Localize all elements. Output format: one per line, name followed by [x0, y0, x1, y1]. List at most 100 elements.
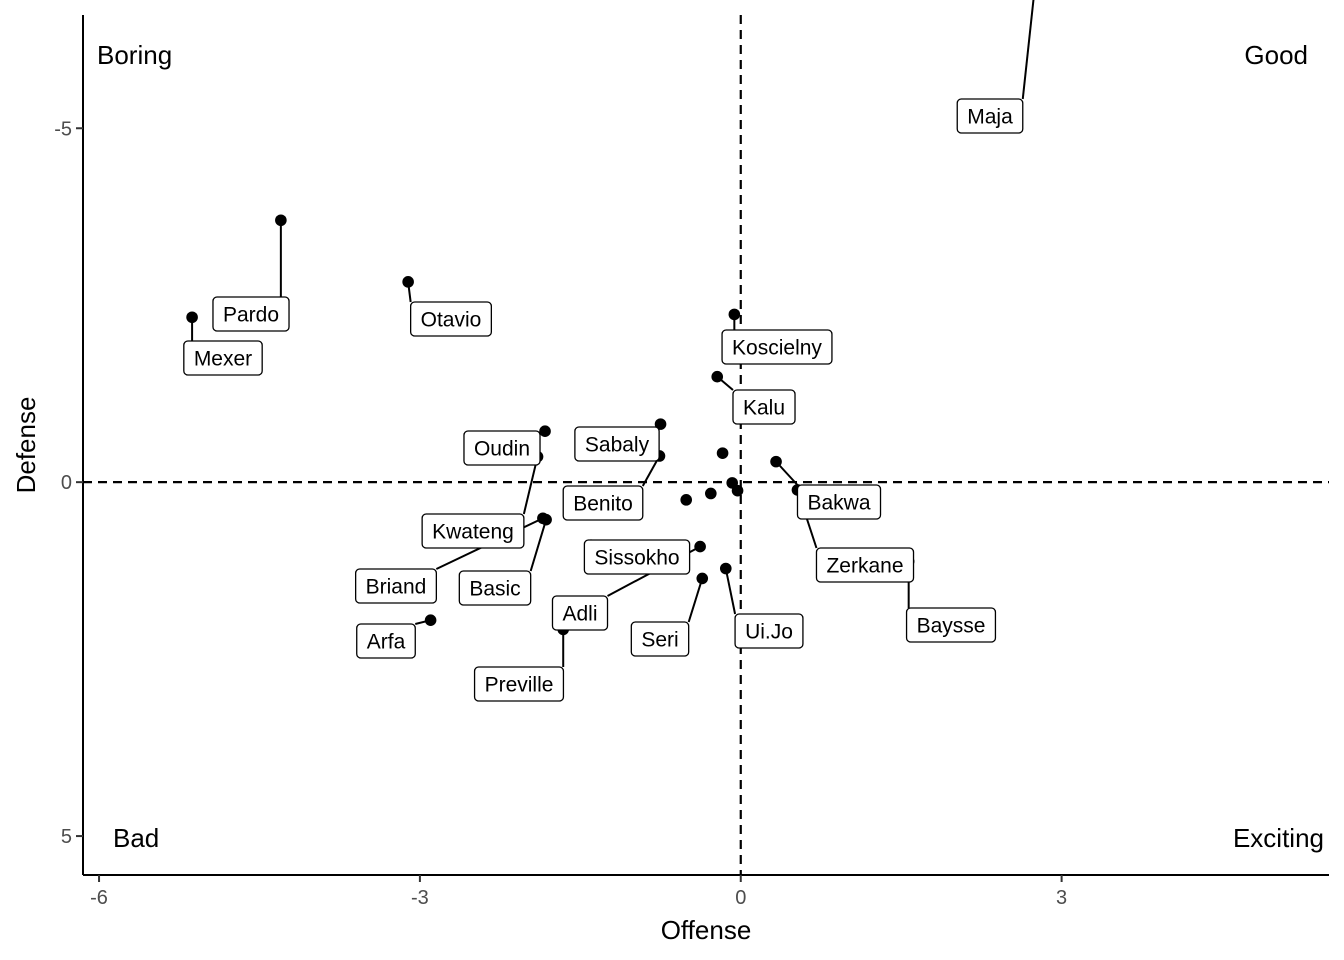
point-label-basic: Basic — [458, 570, 532, 606]
point-label-zerkane: Zerkane — [815, 547, 915, 583]
label-text: Adli — [562, 603, 597, 626]
label-box — [409, 301, 493, 337]
point-label-maja: Maja — [956, 98, 1024, 134]
label-text: Bakwa — [807, 492, 870, 515]
point-labels: Maja Pardo Mexer Otavio Koscielny Kalu Oudin Sa… — [183, 98, 1024, 702]
label-box — [562, 485, 644, 521]
label-text: Koscielny — [732, 337, 822, 360]
label-box — [732, 389, 796, 425]
point-label-oudin: Oudin — [463, 430, 541, 466]
data-point — [770, 455, 782, 468]
quadrant-label-bottom-left: Bad — [113, 823, 159, 853]
label-box — [551, 595, 609, 631]
point-label-koscielny: Koscielny — [721, 329, 833, 365]
label-text: Baysse — [917, 615, 986, 638]
label-text: Basic — [469, 578, 520, 601]
label-box — [473, 666, 565, 702]
point-label-sabaly: Sabaly — [574, 426, 660, 462]
label-box — [796, 484, 882, 520]
label-text: Kalu — [743, 397, 785, 420]
point-label-mexer: Mexer — [183, 340, 263, 376]
label-text: Oudin — [474, 438, 530, 461]
data-point — [728, 308, 741, 321]
point-label-ui-jo: Ui.Jo — [734, 613, 804, 649]
data-point — [705, 487, 717, 500]
data-point — [539, 425, 551, 437]
point-label-sissokho: Sissokho — [583, 539, 691, 575]
y-axis-ticks: -5 0 5 — [54, 118, 83, 848]
data-point — [731, 484, 744, 497]
data-points — [186, 214, 915, 636]
label-box — [721, 329, 833, 365]
label-box — [574, 426, 660, 462]
x-tick-label: 3 — [1056, 887, 1067, 909]
data-point — [654, 418, 667, 430]
label-box — [183, 340, 263, 376]
label-text: Mexer — [194, 348, 252, 371]
point-label-baysse: Baysse — [905, 607, 997, 643]
label-connector — [687, 578, 704, 623]
label-connector — [1021, 0, 1035, 100]
quadrant-label-top-left: Boring — [97, 40, 172, 70]
reference-lines — [83, 15, 1329, 875]
label-text: Kwateng — [432, 521, 514, 544]
y-axis-title: Defense — [11, 397, 41, 494]
label-box — [463, 430, 541, 466]
data-point — [719, 562, 732, 575]
label-text: Sabaly — [585, 434, 650, 457]
data-point — [275, 214, 287, 227]
label-box — [354, 568, 438, 604]
data-point — [680, 494, 693, 506]
label-text: Arfa — [367, 631, 406, 654]
label-text: Preville — [485, 674, 554, 697]
data-point — [716, 447, 729, 459]
label-text: Zerkane — [826, 555, 903, 578]
x-tick-label: -3 — [411, 887, 429, 909]
point-label-briand: Briand — [354, 568, 438, 604]
label-text: Maja — [967, 106, 1013, 129]
label-box — [815, 547, 915, 583]
label-connector — [522, 456, 539, 515]
y-tick-label: -5 — [54, 118, 72, 140]
label-text: Seri — [641, 629, 678, 652]
label-box — [356, 623, 416, 659]
y-tick-label: 5 — [61, 826, 72, 848]
label-text: Sissokho — [594, 547, 679, 570]
point-label-arfa: Arfa — [356, 623, 416, 659]
point-label-benito: Benito — [562, 485, 644, 521]
y-tick-label: 0 — [61, 472, 72, 494]
label-box — [734, 613, 804, 649]
data-point — [402, 276, 414, 288]
point-label-pardo: Pardo — [212, 296, 290, 332]
label-box — [630, 621, 690, 657]
x-axis-ticks: -6 -3 0 3 — [90, 875, 1067, 909]
label-box — [212, 296, 290, 332]
x-tick-label: 0 — [735, 887, 746, 909]
point-label-kalu: Kalu — [732, 389, 796, 425]
x-tick-label: -6 — [90, 887, 108, 909]
label-text: Otavio — [421, 309, 482, 332]
data-point — [711, 370, 724, 383]
data-point — [696, 572, 709, 585]
label-box — [458, 570, 532, 606]
label-box — [421, 513, 525, 549]
label-text: Ui.Jo — [745, 621, 793, 644]
data-point — [186, 311, 198, 324]
label-connector — [724, 568, 737, 615]
point-label-preville: Preville — [473, 666, 565, 702]
label-text: Briand — [366, 576, 427, 599]
point-label-seri: Seri — [630, 621, 690, 657]
point-label-kwateng: Kwateng — [421, 513, 525, 549]
point-label-otavio: Otavio — [409, 301, 493, 337]
data-point — [694, 540, 706, 553]
quadrant-label-top-right: Good — [1244, 40, 1308, 70]
label-box — [583, 539, 691, 575]
point-label-adli: Adli — [551, 595, 609, 631]
data-point — [424, 614, 437, 626]
label-box — [956, 98, 1024, 134]
label-text: Pardo — [223, 304, 279, 327]
label-text: Benito — [573, 493, 633, 516]
point-label-bakwa: Bakwa — [796, 484, 882, 520]
label-box — [905, 607, 997, 643]
